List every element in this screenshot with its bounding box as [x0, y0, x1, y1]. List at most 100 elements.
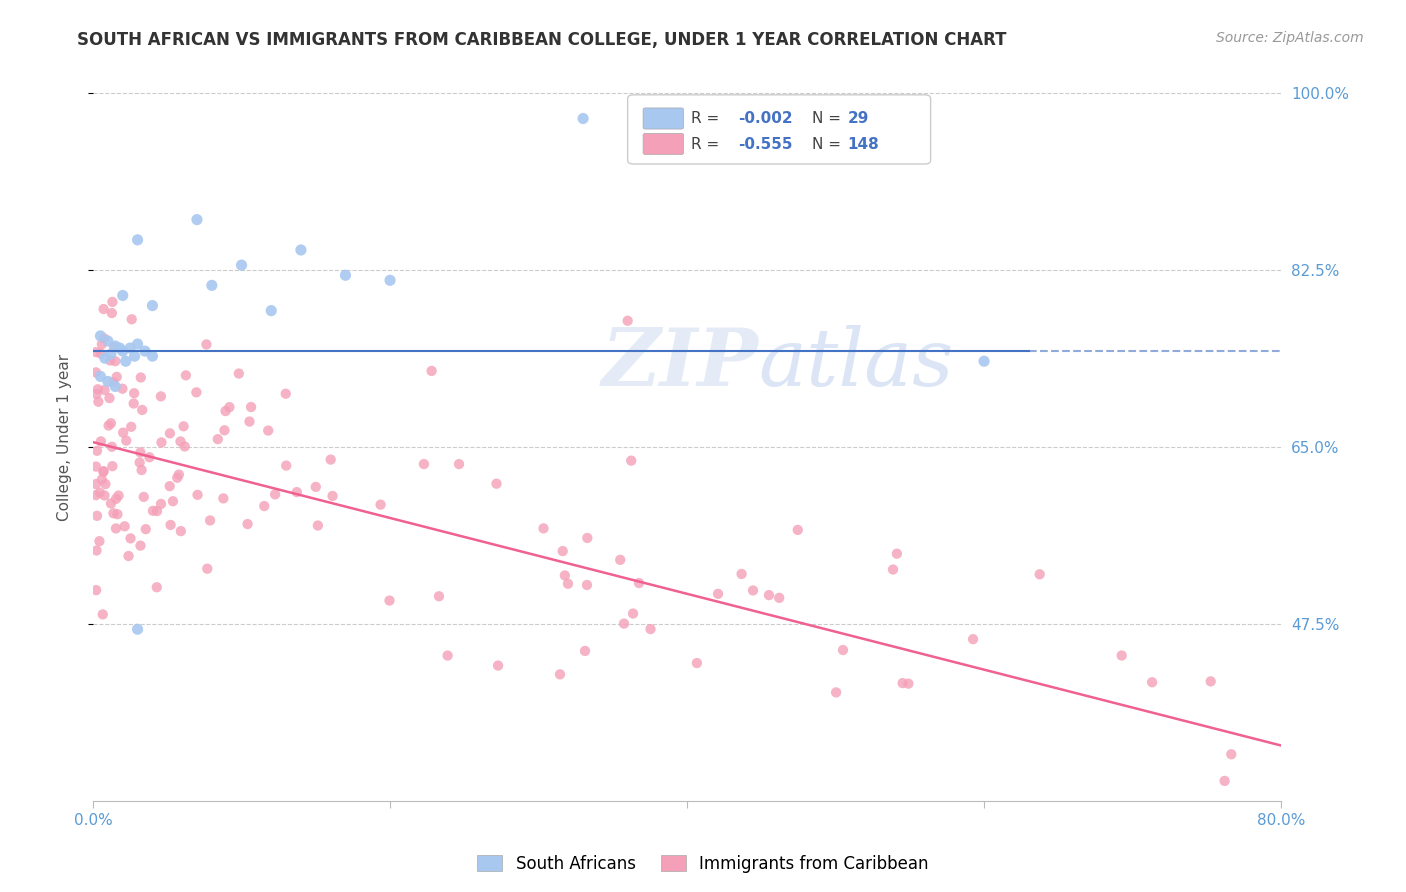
- Point: [609, 553, 631, 567]
- Point: [260, 303, 283, 318]
- Point: [413, 457, 436, 471]
- Point: [335, 268, 357, 283]
- Legend: South Africans, Immigrants from Caribbean: South Africans, Immigrants from Caribbea…: [471, 848, 935, 880]
- Point: [84, 477, 107, 491]
- Point: [620, 453, 643, 467]
- Point: [572, 112, 595, 126]
- Point: [616, 314, 638, 328]
- Point: [231, 258, 253, 272]
- Point: [98, 391, 121, 405]
- Point: [186, 385, 208, 400]
- Point: [173, 440, 195, 454]
- Point: [107, 489, 129, 503]
- Point: [322, 489, 344, 503]
- Point: [730, 566, 752, 581]
- Text: SOUTH AFRICAN VS IMMIGRANTS FROM CARIBBEAN COLLEGE, UNDER 1 YEAR CORRELATION CHA: SOUTH AFRICAN VS IMMIGRANTS FROM CARIBBE…: [77, 31, 1007, 49]
- Point: [370, 498, 392, 512]
- Point: [627, 576, 650, 591]
- Point: [707, 587, 730, 601]
- Point: [114, 519, 136, 533]
- Y-axis label: College, Under 1 year: College, Under 1 year: [58, 353, 72, 521]
- Point: [103, 506, 125, 520]
- FancyBboxPatch shape: [643, 108, 683, 129]
- Point: [146, 580, 169, 594]
- Point: [305, 480, 328, 494]
- Point: [149, 389, 172, 403]
- Point: [686, 656, 709, 670]
- Point: [186, 212, 208, 227]
- Point: [93, 464, 115, 478]
- Point: [1220, 747, 1243, 762]
- Point: [886, 547, 908, 561]
- Point: [127, 622, 149, 636]
- Point: [962, 632, 984, 647]
- Point: [103, 376, 125, 390]
- Point: [554, 568, 576, 582]
- Point: [86, 543, 108, 558]
- Point: [142, 504, 165, 518]
- Point: [104, 521, 127, 535]
- Point: [897, 676, 920, 690]
- Point: [198, 513, 221, 527]
- Point: [89, 534, 111, 549]
- Point: [187, 488, 209, 502]
- Point: [131, 463, 153, 477]
- Point: [159, 426, 181, 441]
- Point: [124, 349, 146, 363]
- Point: [195, 337, 218, 351]
- Point: [121, 312, 143, 326]
- Point: [90, 473, 112, 487]
- Point: [882, 562, 904, 576]
- Point: [101, 440, 124, 454]
- Point: [253, 499, 276, 513]
- Point: [138, 450, 160, 465]
- Point: [378, 593, 401, 607]
- Point: [1199, 674, 1222, 689]
- Point: [97, 334, 120, 348]
- Point: [86, 443, 108, 458]
- Point: [84, 459, 107, 474]
- Point: [129, 370, 152, 384]
- Point: [122, 386, 145, 401]
- Point: [240, 400, 263, 414]
- Point: [427, 589, 450, 603]
- Point: [173, 419, 195, 434]
- Point: [274, 386, 297, 401]
- Point: [112, 425, 135, 440]
- Point: [111, 382, 134, 396]
- Text: -0.002: -0.002: [738, 112, 793, 127]
- Point: [129, 445, 152, 459]
- Point: [129, 539, 152, 553]
- Point: [134, 344, 156, 359]
- Point: [825, 685, 848, 699]
- Point: [89, 329, 111, 343]
- Text: 148: 148: [848, 136, 879, 152]
- Point: [1111, 648, 1133, 663]
- Text: R =: R =: [690, 136, 724, 152]
- Point: [94, 351, 117, 366]
- Point: [195, 562, 218, 576]
- Point: [120, 419, 142, 434]
- Point: [104, 339, 127, 353]
- Point: [90, 434, 112, 449]
- Point: [97, 375, 120, 389]
- Point: [87, 382, 110, 396]
- Point: [91, 607, 114, 622]
- Point: [551, 544, 574, 558]
- Point: [90, 337, 112, 351]
- Point: [257, 424, 280, 438]
- Point: [228, 367, 250, 381]
- Point: [1140, 675, 1163, 690]
- Point: [557, 576, 579, 591]
- Point: [128, 456, 150, 470]
- Point: [1028, 567, 1050, 582]
- Point: [84, 488, 107, 502]
- Point: [166, 471, 188, 485]
- Point: [285, 485, 308, 500]
- Point: [212, 491, 235, 506]
- Point: [378, 273, 401, 287]
- Point: [485, 476, 508, 491]
- Point: [786, 523, 808, 537]
- Point: [167, 467, 190, 482]
- Point: [141, 349, 163, 363]
